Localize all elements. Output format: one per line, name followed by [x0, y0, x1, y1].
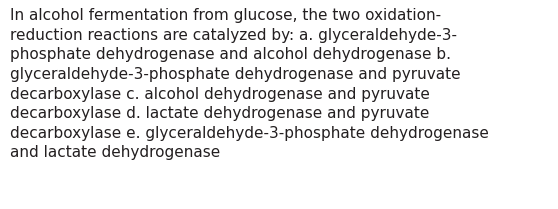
Text: In alcohol fermentation from glucose, the two oxidation-
reduction reactions are: In alcohol fermentation from glucose, th…	[10, 8, 489, 160]
